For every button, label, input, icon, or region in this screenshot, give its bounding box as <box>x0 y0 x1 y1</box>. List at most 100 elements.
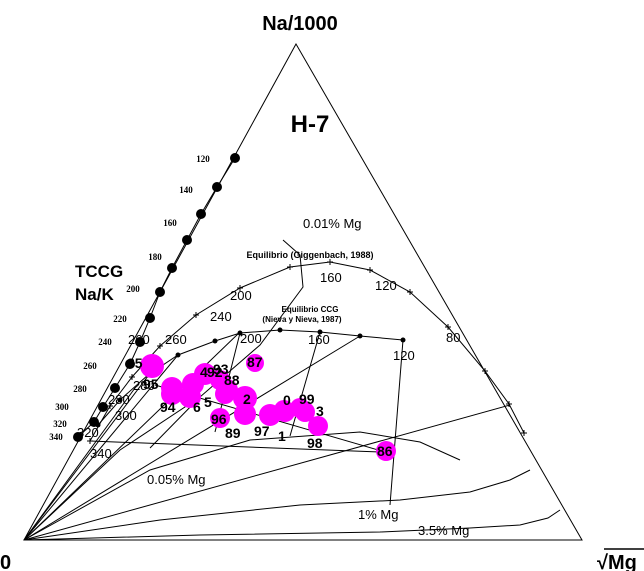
sample-label-4: 4 <box>200 364 208 380</box>
fan-line-bottom-340 <box>89 440 381 453</box>
mg-isoline-label-3: 3.5% Mg <box>418 523 469 538</box>
fan-line-5 <box>23 404 511 541</box>
ccg-temp-260: 260 <box>128 332 150 347</box>
k-scale-tick-label-120: 120 <box>196 154 210 164</box>
sample-label-89: 89 <box>225 425 241 441</box>
sample-point-5 <box>215 384 235 404</box>
ccg-label-line2: (Nieva y Nieva, 1987) <box>262 315 341 324</box>
mg-isoline-3.5 <box>23 509 561 541</box>
sample-point-86 <box>376 441 396 461</box>
ccg-dot-0 <box>95 422 101 428</box>
k-scale-tick-label-160: 160 <box>163 218 177 228</box>
sample-point-85 <box>140 354 164 378</box>
sample-label-94: 94 <box>160 399 176 415</box>
fan-line-0 <box>23 387 136 541</box>
k-scale-tick-label-220: 220 <box>113 314 127 324</box>
sample-point-1 <box>275 402 295 422</box>
mg-isoline-label-1: 0.05% Mg <box>147 472 206 487</box>
giggenbach-label: Equilibrio (Giggenbach, 1988) <box>246 250 373 260</box>
sample-point-3 <box>295 402 315 422</box>
k-scale-title-line2: Na/K <box>75 285 114 304</box>
sample-point-94 <box>161 383 183 405</box>
chart-title: H-7 <box>291 111 330 138</box>
k-scale-dot-5 <box>155 287 165 297</box>
giggenbach-temp-80: 80 <box>446 330 460 345</box>
k-scale-tick-label-240: 240 <box>98 337 112 347</box>
k-scale-tick-label-260: 260 <box>83 361 97 371</box>
giggenbach-temp-260: 260 <box>165 332 187 347</box>
fan-line-2 <box>23 354 179 541</box>
sample-label-95: 95 <box>143 376 159 392</box>
k-scale-dot-9 <box>110 383 120 393</box>
sample-label-93: 93 <box>213 361 229 377</box>
sample-label-0: 0 <box>283 392 291 408</box>
ccg-label-line1: Equilibrio CCG <box>282 305 339 314</box>
sample-label-97: 97 <box>254 423 270 439</box>
mg-isoline-1 <box>23 469 531 541</box>
mg-isoline-0.01 <box>23 239 304 541</box>
k-scale-tick-label-180: 180 <box>148 252 162 262</box>
k-scale-dot-4 <box>167 263 177 273</box>
sample-label-2: 2 <box>243 391 251 407</box>
apex-label-top: Na/1000 <box>262 13 338 35</box>
ccg-temp-120: 120 <box>393 348 415 363</box>
sample-point-87 <box>246 354 264 372</box>
mg-isolines: 0.01% Mg 0.05% Mg 1% Mg 3.5% Mg <box>23 216 561 541</box>
k-scale-tick-label-300: 300 <box>55 402 69 412</box>
sample-label-98: 98 <box>307 435 323 451</box>
giggenbach-temp-200: 200 <box>230 288 252 303</box>
giggenbach-temp-240: 240 <box>210 309 232 324</box>
k-scale-dot-3 <box>182 235 192 245</box>
fan-line-mid-160 <box>289 331 321 437</box>
sample-label-99: 99 <box>299 391 315 407</box>
ccg-dot-1 <box>117 397 123 403</box>
apex-label-left: 0 <box>0 552 11 571</box>
sample-point-96 <box>210 408 230 428</box>
k-scale-tick-label-280: 280 <box>73 384 87 394</box>
fan-line-mid-120 <box>389 339 404 506</box>
sample-label-86: 86 <box>377 443 393 459</box>
sample-label-1: 1 <box>278 428 286 444</box>
giggenbach-curve <box>89 261 525 442</box>
sample-label-5: 5 <box>204 394 212 410</box>
k-scale-tick-label-200: 200 <box>126 284 140 294</box>
mg-isoline-label-0: 0.01% Mg <box>303 216 362 231</box>
k-scale-dot-2 <box>196 209 206 219</box>
sample-point-89 <box>234 403 256 425</box>
k-scale-dot-0 <box>230 153 240 163</box>
k-scale-dot-7 <box>135 337 145 347</box>
k-scale-dot-10 <box>98 402 108 412</box>
sample-point-98 <box>308 416 328 436</box>
sample-label-85: 85 <box>127 355 143 371</box>
k-scale-tick-label-340: 340 <box>49 432 63 442</box>
k-scale-title-line1: TCCG <box>75 262 123 281</box>
sample-label-3: 3 <box>316 403 324 419</box>
ccg-dot-4 <box>212 338 218 344</box>
sample-point-2 <box>233 386 257 410</box>
k-scale-dot-12 <box>73 432 83 442</box>
giggenbach-temp-160: 160 <box>320 270 342 285</box>
sample-label-87: 87 <box>247 354 263 370</box>
k-scale-tick-label-140: 140 <box>179 185 193 195</box>
mg-isoline-label-2: 1% Mg <box>358 507 398 522</box>
k-scale-dot-8 <box>125 359 135 369</box>
k-scale-dot-1 <box>212 182 222 192</box>
mg-isoline-0.05 <box>23 431 461 541</box>
ccg-temp-160: 160 <box>308 332 330 347</box>
ccg-equilibrium: Equilibrio CCG(Nieva y Nieva, 1987)32028… <box>77 305 415 440</box>
sample-point-6 <box>179 386 201 408</box>
k-scale-dot-6 <box>145 313 155 323</box>
ccg-dot-6 <box>277 327 283 333</box>
fan-line-1 <box>23 375 149 541</box>
k-scale-tick-label-320: 320 <box>53 419 67 429</box>
apex-label-right: √Mg <box>597 552 637 571</box>
sample-label-92: 92 <box>207 364 223 380</box>
fan-line-4 <box>23 335 361 541</box>
giggenbach-temp-340: 340 <box>90 446 112 461</box>
ccg-temp-200: 200 <box>240 331 262 346</box>
sample-label-88: 88 <box>224 372 240 388</box>
giggenbach-temp-120: 120 <box>375 278 397 293</box>
ccg-curve <box>97 329 404 426</box>
